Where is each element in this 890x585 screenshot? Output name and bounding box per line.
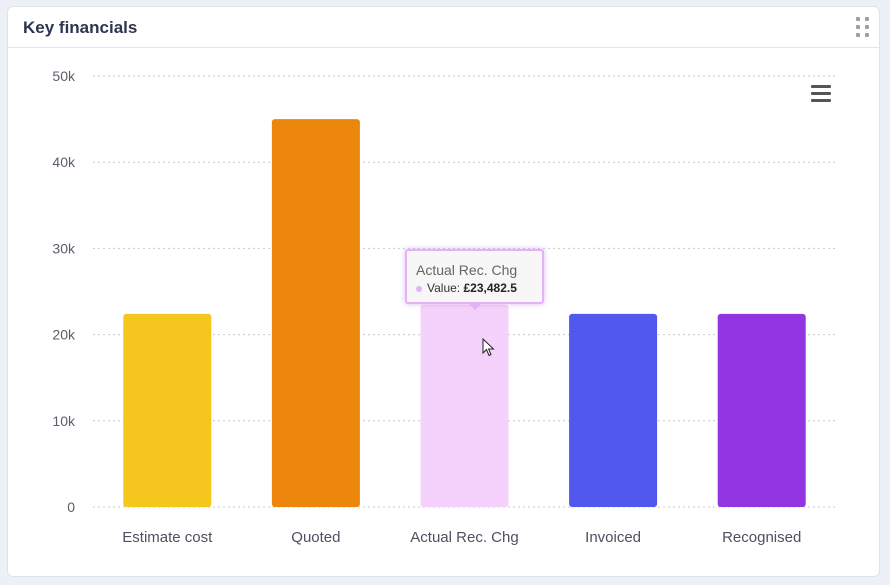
- x-category-label: Recognised: [722, 529, 801, 546]
- tooltip-title: Actual Rec. Chg: [416, 262, 518, 278]
- bar-quoted[interactable]: [271, 119, 360, 507]
- tooltip-series-dot: [416, 285, 422, 292]
- x-category-label: Actual Rec. Chg: [410, 529, 518, 546]
- mouse-pointer-icon: [482, 338, 495, 357]
- drag-dots-icon[interactable]: [856, 17, 870, 37]
- key-financials-panel: Key financials 0 10k 20k 30k 40k 50k Estimate …: [7, 6, 880, 577]
- x-category-label: Invoiced: [585, 529, 641, 546]
- panel-header: Key financials: [8, 7, 879, 48]
- x-category-label: Quoted: [291, 529, 340, 546]
- bar-invoiced[interactable]: [569, 313, 658, 507]
- bar-chart: 0 10k 20k 30k 40k 50k Estimate cost Quoted Actua…: [52, 68, 836, 546]
- bar-estimate-cost[interactable]: [123, 313, 212, 507]
- bar-actual-rec-chg[interactable]: [420, 304, 509, 507]
- chart-tooltip: Actual Rec. Chg Value: £23,482.5: [405, 249, 544, 310]
- y-tick-label: 50k: [52, 68, 76, 84]
- hamburger-menu-icon[interactable]: [809, 84, 833, 104]
- y-tick-label: 10k: [52, 413, 76, 429]
- tooltip-label: Value:: [427, 281, 461, 295]
- y-tick-label: 20k: [52, 327, 76, 343]
- tooltip-row: Value: £23,482.5: [416, 281, 517, 295]
- x-category-label: Estimate cost: [122, 529, 213, 546]
- y-tick-label: 40k: [52, 154, 76, 170]
- y-tick-label: 0: [67, 499, 75, 515]
- tooltip-value: £23,482.5: [463, 281, 517, 295]
- bar-recognised[interactable]: [717, 313, 806, 507]
- y-tick-label: 30k: [52, 240, 76, 256]
- panel-title: Key financials: [23, 18, 138, 37]
